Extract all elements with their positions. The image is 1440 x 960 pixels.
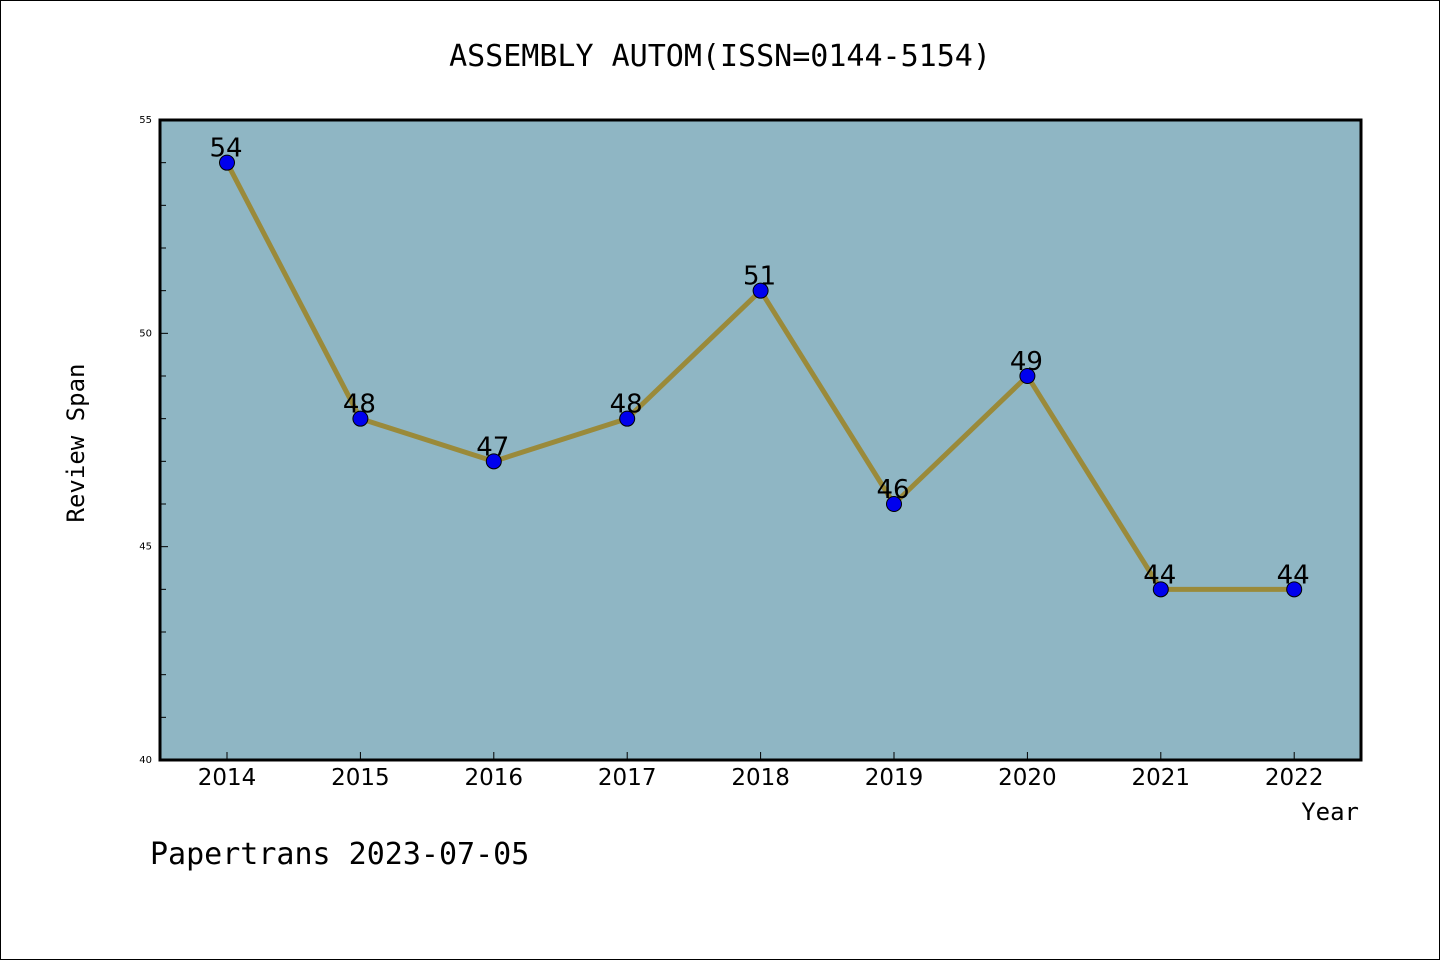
x-tick-label: 2015 [331, 765, 390, 791]
x-axis-title: Year [1301, 798, 1359, 826]
x-axis: 2014 2015 2016 2017 2018 2019 2020 2021 2022 [198, 752, 1324, 791]
x-tick-label: 2019 [865, 765, 924, 791]
data-label: 49 [1010, 347, 1043, 377]
data-label: 44 [1143, 560, 1176, 590]
data-point [619, 410, 636, 427]
data-labels: 54 48 47 48 51 46 49 44 44 [209, 134, 1309, 591]
data-point [219, 154, 235, 171]
data-label: 51 [743, 262, 776, 292]
plot-area [160, 120, 1361, 760]
data-point [485, 453, 502, 470]
data-label: 48 [610, 390, 643, 420]
data-label: 54 [209, 134, 242, 164]
data-point [1152, 581, 1169, 598]
x-tick-label: 2021 [1132, 765, 1191, 791]
y-tick-label: 40 [139, 755, 152, 766]
data-label: 47 [476, 432, 509, 462]
y-tick-label: 55 [139, 115, 152, 126]
data-label: 46 [876, 475, 909, 505]
x-tick-label: 2020 [998, 765, 1057, 791]
data-points [219, 154, 1303, 598]
y-tick-label: 50 [139, 328, 152, 339]
y-tick-label: 45 [139, 542, 152, 553]
data-point [352, 410, 369, 427]
chart-title: ASSEMBLY AUTOM(ISSN=0144-5154) [449, 39, 991, 74]
data-point [752, 282, 769, 299]
x-tick-label: 2014 [198, 765, 257, 791]
y-axis-title: Review Span [62, 364, 90, 523]
x-tick-label: 2018 [731, 765, 790, 791]
plot-border [158, 118, 1363, 762]
data-point [1019, 368, 1036, 384]
x-tick-label: 2016 [465, 765, 524, 791]
x-tick-label: 2017 [598, 765, 657, 791]
data-label: 48 [343, 390, 376, 420]
x-tick-label: 2022 [1265, 765, 1324, 791]
footer-text: Papertrans 2023-07-05 [150, 837, 529, 872]
data-point [886, 496, 902, 512]
data-point [1286, 581, 1303, 598]
data-label: 44 [1277, 560, 1310, 590]
